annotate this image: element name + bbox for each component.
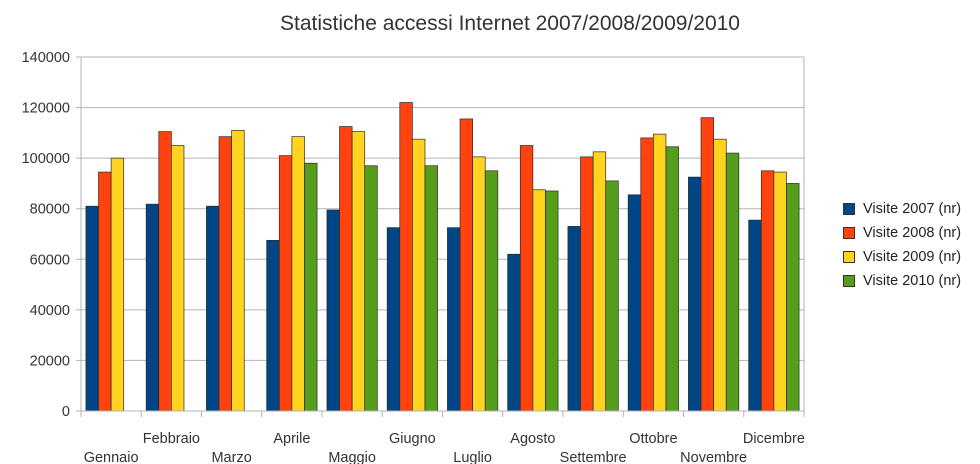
bar-1-febbraio: [145, 203, 160, 412]
x-tick-label: Febbraio: [143, 431, 200, 447]
legend-item: Visite 2010 (nr): [843, 269, 961, 293]
legend-swatch: [843, 275, 855, 287]
legend-label: Visite 2007 (nr): [863, 201, 962, 217]
bar-3-giugno: [412, 138, 426, 412]
bar-2-novembre: [700, 117, 714, 412]
bar-1-luglio: [447, 227, 461, 412]
x-tick-label: Giugno: [389, 431, 436, 447]
bar-3-marzo: [231, 129, 245, 412]
y-tick-label: 140000: [22, 50, 70, 66]
bar-4-giugno: [424, 165, 438, 412]
x-tick-label: Luglio: [453, 450, 492, 464]
bar-3-ottobre: [653, 133, 667, 412]
bar-4-settembre: [605, 180, 619, 412]
bar-4-agosto: [545, 190, 559, 412]
bar-3-febbraio: [171, 145, 185, 412]
bar-1-maggio: [326, 209, 340, 412]
bar-3-agosto: [532, 189, 546, 412]
bar-4-aprile: [304, 162, 318, 412]
x-axis-ticks: Gennaio Febbraio Marzo Aprile Maggio Giugno Lu…: [80, 411, 805, 464]
x-tick-label: Gennaio: [84, 450, 139, 464]
bar-1-settembre: [567, 226, 581, 412]
bar-2-ottobre: [640, 137, 654, 412]
bar-2-dicembre: [760, 170, 775, 412]
legend-label: Visite 2010 (nr): [863, 273, 962, 289]
x-tick-label: Marzo: [211, 450, 251, 464]
y-tick-label: 80000: [30, 202, 70, 218]
bar-2-agosto: [519, 145, 534, 412]
bar-2-gennaio: [98, 171, 112, 412]
chart-title: Statistiche accessi Internet 2007/2008/2…: [280, 12, 740, 35]
bar-2-aprile: [278, 155, 293, 412]
bar-1-giugno: [386, 227, 401, 412]
y-tick-label: 100000: [22, 151, 70, 167]
bar-1-agosto: [507, 253, 521, 412]
legend-item: Visite 2009 (nr): [843, 245, 961, 269]
bar-4-luglio: [484, 170, 499, 412]
bar-1-aprile: [266, 239, 280, 412]
bar-3-luglio: [472, 156, 486, 412]
bar-2-febbraio: [158, 131, 172, 412]
bar-3-gennaio: [110, 157, 125, 412]
bar-3-maggio: [351, 131, 366, 412]
x-tick-label: Dicembre: [743, 431, 805, 447]
bar-1-novembre: [688, 176, 702, 412]
bar-3-novembre: [713, 138, 727, 412]
legend-label: Visite 2009 (nr): [863, 249, 962, 265]
bar-2-settembre: [580, 156, 594, 412]
bar-1-gennaio: [85, 205, 99, 412]
bars: [85, 102, 800, 412]
y-tick-label: 120000: [22, 101, 70, 117]
x-tick-label: Novembre: [680, 450, 747, 464]
bar-2-giugno: [399, 102, 413, 412]
legend-item: Visite 2008 (nr): [843, 221, 961, 245]
bar-2-maggio: [339, 126, 353, 412]
x-tick-label: Maggio: [328, 450, 376, 464]
bar-1-ottobre: [627, 194, 642, 412]
bar-4-novembre: [725, 152, 740, 412]
bar-4-dicembre: [786, 183, 800, 412]
y-tick-label: 0: [62, 404, 70, 420]
y-tick-label: 20000: [30, 353, 70, 369]
bar-2-marzo: [218, 136, 232, 412]
bar-3-dicembre: [773, 171, 787, 412]
y-tick-label: 60000: [30, 252, 70, 268]
bar-2-luglio: [459, 118, 473, 412]
bar-4-ottobre: [665, 146, 679, 412]
legend-label: Visite 2008 (nr): [863, 225, 962, 241]
legend-swatch: [843, 227, 855, 239]
bar-1-marzo: [206, 205, 220, 412]
bar-3-settembre: [592, 151, 607, 412]
x-tick-label: Agosto: [510, 431, 555, 447]
y-axis-ticks: 0 20000 40000 60000 80000 100000 120000 140000: [22, 50, 81, 420]
legend-swatch: [843, 203, 855, 215]
x-tick-label: Ottobre: [629, 431, 677, 447]
legend-item: Visite 2007 (nr): [843, 197, 961, 221]
y-tick-label: 40000: [30, 303, 70, 319]
bar-4-maggio: [364, 165, 378, 412]
legend: Visite 2007 (nr) Visite 2008 (nr) Visite 2…: [843, 197, 961, 293]
x-tick-label: Settembre: [560, 450, 627, 464]
x-tick-label: Aprile: [273, 431, 310, 447]
bar-1-dicembre: [748, 219, 762, 412]
bar-3-aprile: [291, 136, 305, 412]
legend-swatch: [843, 251, 855, 263]
